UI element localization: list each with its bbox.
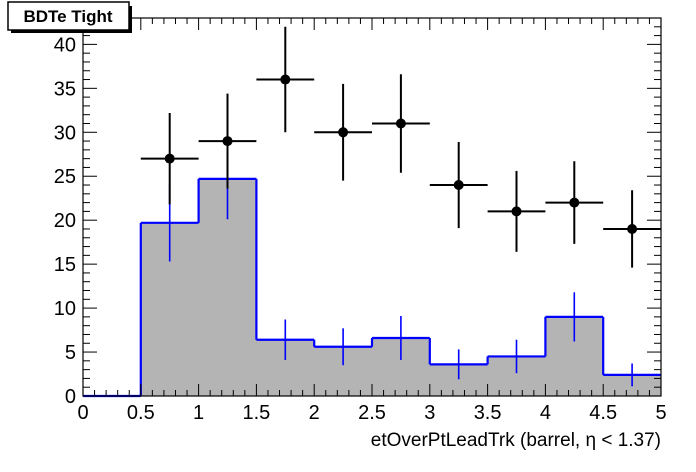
y-tick-label: 10 <box>54 298 76 320</box>
x-tick-label: 2.5 <box>358 402 386 424</box>
y-tick-label: 15 <box>54 254 76 276</box>
data-point-2 <box>280 74 291 85</box>
y-tick-label: 40 <box>54 34 76 56</box>
x-tick-label: 4.5 <box>589 402 617 424</box>
data-points-layer <box>140 26 661 268</box>
y-tick-label: 20 <box>54 210 76 232</box>
y-tick-label: 30 <box>54 122 76 144</box>
x-tick-label: 3 <box>424 402 435 424</box>
y-tick-label: 35 <box>54 78 76 100</box>
x-tick-label: 0 <box>77 402 88 424</box>
data-point-3 <box>338 127 349 138</box>
y-tick-label: 25 <box>54 166 76 188</box>
title-box: BDTe Tight <box>7 1 132 33</box>
y-tick-label: 0 <box>65 386 76 408</box>
histogram-fill <box>83 178 661 396</box>
data-point-4 <box>395 118 406 129</box>
x-tick-label: 0.5 <box>127 402 155 424</box>
x-tick-label: 4 <box>540 402 551 424</box>
chart-title: BDTe Tight <box>23 7 112 26</box>
data-point-1 <box>222 136 233 147</box>
x-tick-label: 3.5 <box>474 402 502 424</box>
axis-ticks <box>82 17 662 397</box>
data-point-5 <box>453 180 464 191</box>
tick-labels: 0 0.5 1 1.5 2 2.5 3 3.5 4 4.5 5 0 5 10 15 20 25 30 35 40 <box>54 34 667 424</box>
x-tick-label: 5 <box>655 402 666 424</box>
data-point-8 <box>627 223 638 234</box>
data-point-0 <box>164 153 175 164</box>
x-tick-label: 1 <box>193 402 204 424</box>
x-axis-title: etOverPtLeadTrk (barrel, η < 1.37) <box>371 430 661 451</box>
y-tick-label: 5 <box>65 342 76 364</box>
x-tick-label: 2 <box>309 402 320 424</box>
data-point-7 <box>569 197 580 208</box>
data-point-6 <box>511 206 522 217</box>
x-tick-label: 1.5 <box>242 402 270 424</box>
